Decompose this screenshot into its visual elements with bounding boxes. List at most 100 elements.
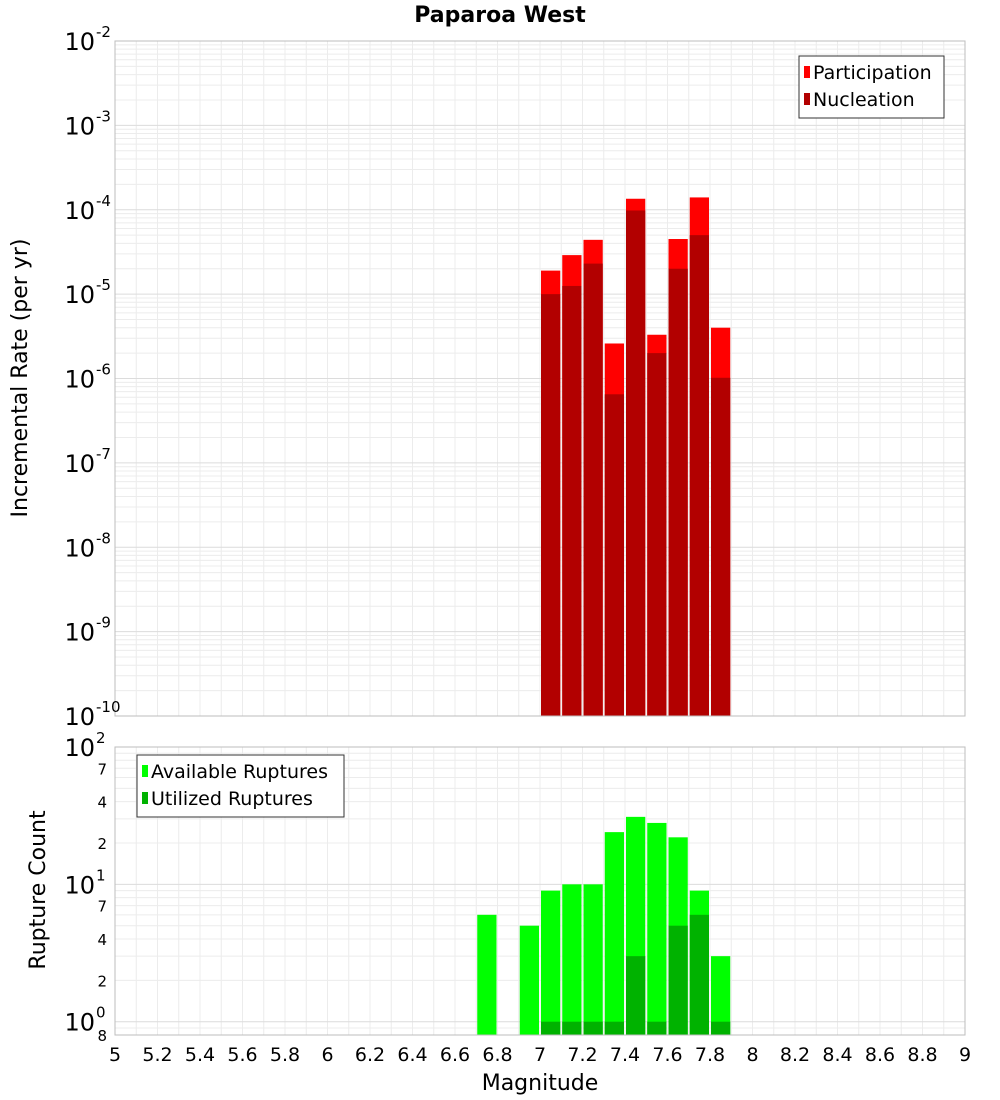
count-y-minor-tick-label: 4 [97, 794, 107, 812]
count-legend-label: Available Ruptures [151, 761, 328, 783]
count-y-minor-tick-label: 2 [97, 972, 107, 990]
rate-y-tick-label: 10 [64, 28, 95, 56]
count-bar [647, 822, 667, 1035]
x-tick-label: 5.4 [185, 1044, 215, 1066]
rate-y-tick-label: 10 [64, 534, 95, 562]
count-legend-box [136, 754, 345, 818]
rate-y-tick-exponent: -9 [96, 614, 111, 632]
x-tick-label: 9 [959, 1044, 971, 1066]
rate-y-tick-label: 10 [64, 281, 95, 309]
x-tick-label: 8.6 [865, 1044, 895, 1066]
x-tick-label: 5.6 [227, 1044, 257, 1066]
rate-y-tick-exponent: -4 [96, 192, 111, 210]
rate-y-tick-label: 10 [64, 450, 95, 478]
count-bar [604, 832, 624, 1035]
count-y-tick-label: 10 [64, 734, 95, 762]
rate-y-tick-exponent: -6 [96, 361, 111, 379]
count-legend: Available Ruptures Utilized Ruptures [136, 754, 345, 818]
rate-plot-frame [114, 40, 966, 717]
rate-legend-swatch [804, 93, 810, 105]
x-tick-label: 6.4 [397, 1044, 427, 1066]
count-y-minor-tick-label: 2 [97, 835, 107, 853]
count-bar [711, 956, 731, 1035]
count-bar [562, 1021, 582, 1035]
rate-series-nucleation [541, 210, 731, 716]
x-tick-label: 6.6 [440, 1044, 470, 1066]
rate-legend-box [798, 55, 945, 119]
x-tick-label: 7.4 [610, 1044, 640, 1066]
chart-title: Paparoa West [414, 3, 586, 28]
count-bar [477, 914, 497, 1035]
count-bar [583, 1021, 603, 1035]
count-bar [668, 925, 688, 1035]
count-y-minor-tick-label: 8 [97, 1027, 107, 1045]
x-tick-label: 8.2 [780, 1044, 810, 1066]
count-legend-swatch [142, 792, 148, 804]
rate-bar [668, 268, 688, 716]
rate-legend-label: Participation [813, 62, 932, 84]
rate-bar [711, 377, 731, 716]
rate-bar [647, 353, 667, 716]
x-tick-label: 7 [534, 1044, 546, 1066]
count-y-tick-exponent: 2 [96, 729, 106, 747]
rate-y-tick-label: 10 [64, 703, 95, 731]
top-y-axis-label: Incremental Rate (per yr) [8, 239, 33, 518]
x-tick-label: 5.8 [270, 1044, 300, 1066]
count-bar [541, 890, 561, 1035]
count-series-utilized-ruptures [541, 914, 731, 1035]
rate-y-tick-exponent: -5 [96, 276, 111, 294]
count-legend-label: Utilized Ruptures [151, 788, 313, 810]
rate-bar [583, 263, 603, 716]
rate-bar [604, 394, 624, 716]
count-y-tick-label: 10 [64, 1009, 95, 1037]
count-bar [541, 1021, 561, 1035]
rate-bar [541, 294, 561, 716]
count-y-minor-tick-label: 7 [97, 898, 107, 916]
rate-legend: Participation Nucleation [798, 55, 945, 119]
x-axis-label: Magnitude [482, 1071, 599, 1096]
count-bar [562, 884, 582, 1035]
rate-legend-swatch [804, 66, 810, 78]
rate-y-tick-exponent: -3 [96, 107, 111, 125]
x-tick-label: 6.2 [355, 1044, 385, 1066]
count-bar [519, 925, 539, 1035]
x-tick-label: 7.8 [695, 1044, 725, 1066]
x-tick-label: 7.6 [652, 1044, 682, 1066]
count-bar [647, 1021, 667, 1035]
count-y-tick-exponent: 1 [96, 866, 106, 884]
count-y-tick-label: 10 [64, 871, 95, 899]
rate-y-tick-exponent: -8 [96, 529, 111, 547]
count-plot-frame [114, 746, 966, 1036]
count-legend-swatch [142, 765, 148, 777]
x-tick-label: 6.8 [482, 1044, 512, 1066]
rate-y-tick-label: 10 [64, 619, 95, 647]
rate-y-tick-label: 10 [64, 112, 95, 140]
rate-gridlines [114, 40, 966, 717]
x-tick-label: 8.8 [907, 1044, 937, 1066]
count-bar [583, 884, 603, 1035]
rate-y-tick-label: 10 [64, 197, 95, 225]
rate-y-tick-exponent: -10 [96, 698, 121, 716]
rate-bar [689, 235, 709, 716]
rate-y-tick-exponent: -7 [96, 445, 111, 463]
x-tick-label: 7.2 [567, 1044, 597, 1066]
rate-bar [562, 285, 582, 716]
x-tick-label: 5 [109, 1044, 121, 1066]
count-bar [604, 1021, 624, 1035]
rate-y-tick-label: 10 [64, 366, 95, 394]
rate-legend-label: Nucleation [813, 89, 915, 111]
x-tick-label: 8 [746, 1044, 758, 1066]
count-bar [711, 1021, 731, 1035]
x-tick-label: 6 [321, 1044, 333, 1066]
count-y-tick-exponent: 0 [96, 1004, 106, 1022]
rate-y-tick-exponent: -2 [96, 23, 111, 41]
count-bar [626, 956, 646, 1035]
count-bar [689, 914, 709, 1035]
bottom-y-axis-label: Rupture Count [26, 810, 51, 970]
count-y-minor-tick-label: 4 [97, 931, 107, 949]
rate-bar [626, 210, 646, 716]
x-tick-label: 5.2 [142, 1044, 172, 1066]
